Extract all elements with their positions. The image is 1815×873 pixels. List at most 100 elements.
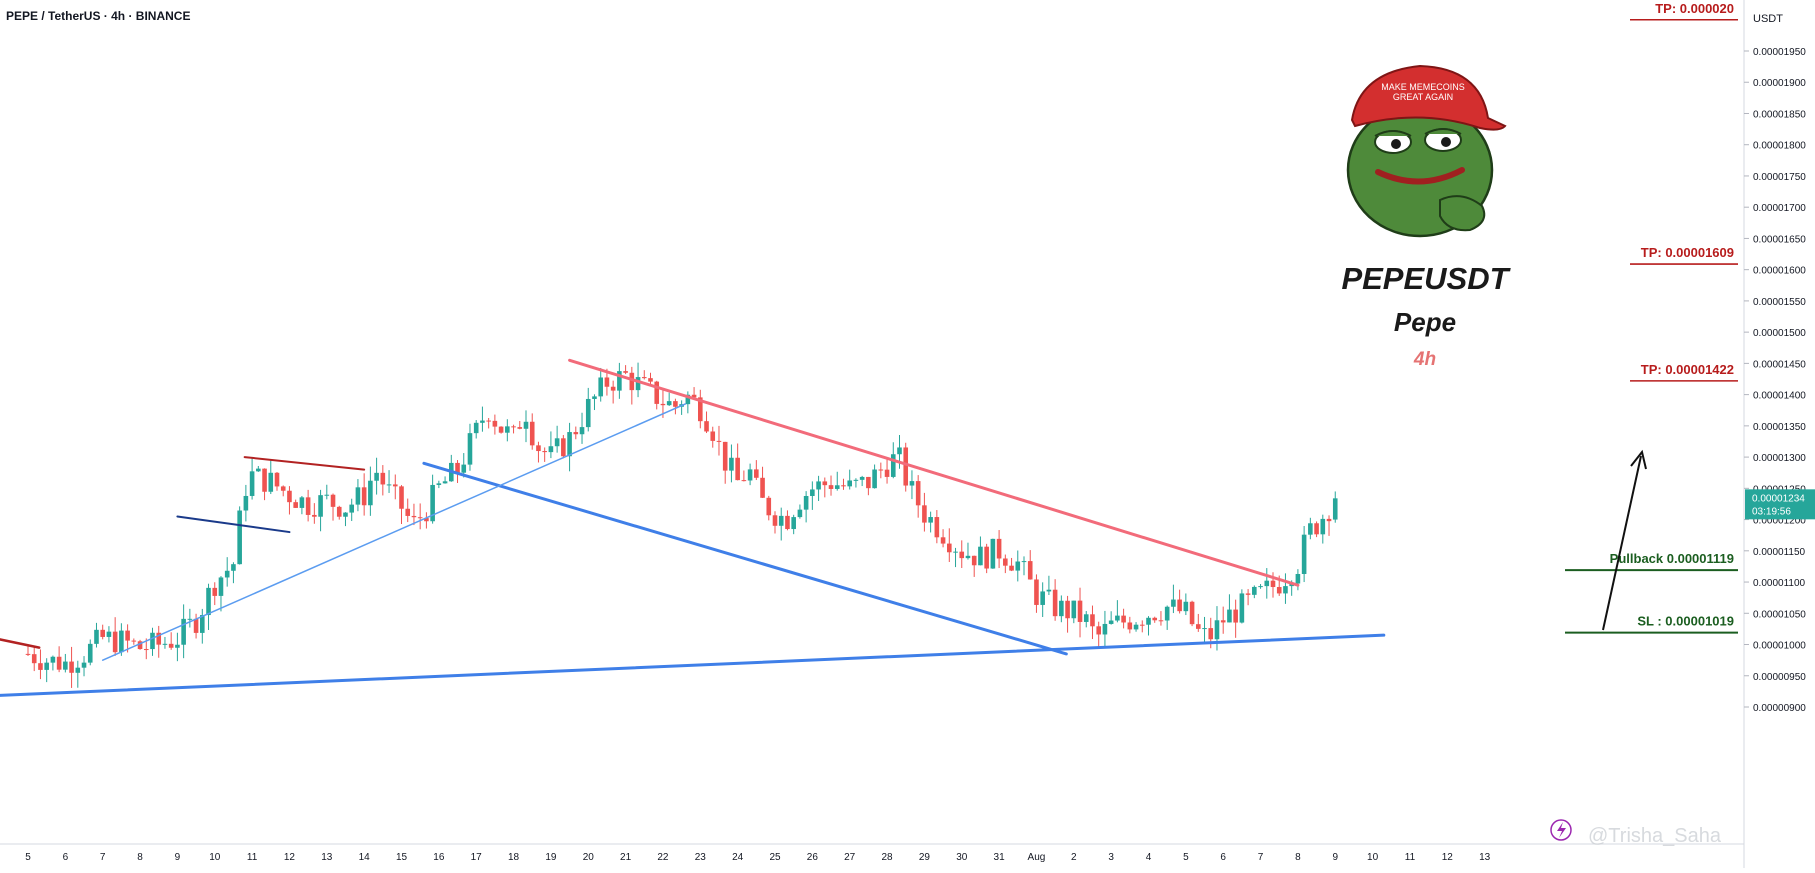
candle-body	[1295, 573, 1301, 584]
y-tick-label: 0.00001100	[1753, 578, 1806, 589]
candle-body	[162, 643, 168, 645]
candle-body	[772, 515, 778, 526]
candle-body	[1332, 498, 1338, 520]
candle-body	[1214, 620, 1220, 640]
candle-body	[1301, 534, 1307, 574]
candle-body	[143, 649, 149, 651]
y-tick-label: 0.00001550	[1753, 297, 1806, 308]
candle-body	[872, 469, 877, 489]
candle-body	[554, 438, 560, 447]
candle-body	[56, 656, 62, 670]
x-tick-label: 11	[1405, 852, 1416, 863]
candle-body	[1314, 523, 1319, 535]
candle-body	[411, 515, 417, 518]
x-tick-label: 17	[471, 852, 483, 863]
candle-body	[778, 515, 784, 526]
candle-body	[934, 517, 940, 538]
candle-body	[585, 398, 591, 428]
candle-body	[38, 663, 43, 670]
x-tick-label: 4	[1146, 852, 1152, 863]
level-label: TP: 0.000020	[1655, 1, 1734, 16]
candle-body	[119, 630, 124, 653]
candle-body	[903, 447, 909, 486]
price-axis[interactable]: USDT 0.00001950 0.00001900 0.00001850 0.000…	[1743, 0, 1815, 868]
candle-body	[1177, 599, 1182, 612]
candle-body	[1108, 620, 1114, 624]
x-tick-label: 6	[63, 852, 69, 863]
candle-body	[1320, 518, 1326, 535]
cap-text-line1: MAKE MEMECOINS	[1381, 82, 1465, 92]
lightning-icon[interactable]	[1550, 819, 1572, 841]
y-tick-label: 0.00001700	[1753, 203, 1806, 214]
candle-body	[1308, 523, 1313, 535]
candle-body	[312, 514, 317, 517]
y-tick-label: 0.00001350	[1753, 422, 1806, 433]
x-tick-label: 15	[396, 852, 408, 863]
candle-body	[1096, 626, 1101, 635]
y-tick-label: 0.00001900	[1753, 78, 1806, 89]
candle-body	[573, 432, 579, 435]
candle-body	[1146, 617, 1151, 625]
x-tick-label: 7	[100, 852, 106, 863]
y-tick-label: 0.00001750	[1753, 172, 1806, 183]
candle-body	[1158, 620, 1164, 622]
x-tick-label: 22	[657, 852, 669, 863]
candle-body	[256, 468, 261, 472]
x-tick-label: 8	[1295, 852, 1301, 863]
candle-body	[648, 378, 653, 382]
candle-body	[168, 643, 174, 648]
candle-body	[473, 422, 479, 434]
candle-body	[461, 464, 467, 473]
y-tick-label: 0.00001400	[1753, 391, 1806, 402]
candle-body	[822, 481, 828, 486]
candle-body	[654, 381, 660, 404]
candle-body	[224, 570, 230, 578]
candle-body	[610, 386, 616, 391]
candle-body	[1059, 600, 1064, 617]
candle-body	[1164, 606, 1170, 621]
candle-body	[25, 653, 31, 655]
candle-body	[1283, 586, 1288, 594]
y-tick-label: 0.00000950	[1753, 672, 1806, 683]
candle-body	[44, 662, 49, 670]
candle-body	[69, 661, 74, 673]
trendline-rising-light-blue	[101, 403, 687, 661]
x-tick-label: 13	[321, 852, 333, 863]
candle-body	[1208, 628, 1214, 640]
candle-body	[343, 512, 348, 517]
y-tick-label: 0.00001650	[1753, 234, 1806, 245]
candle-body	[729, 457, 734, 471]
x-tick-label: 14	[359, 852, 371, 863]
watermark-text: @Trisha_Saha	[1588, 825, 1722, 847]
candle-body	[200, 615, 205, 633]
candle-body	[536, 445, 541, 452]
y-tick-label: 0.00001850	[1753, 109, 1806, 120]
y-tick-label: 0.00001600	[1753, 266, 1806, 277]
candle-body	[517, 427, 523, 429]
candle-body	[1133, 624, 1139, 630]
trendline-descending-channel-bottom	[422, 461, 1068, 656]
candle-body	[492, 420, 498, 427]
candle-body	[1183, 601, 1189, 612]
candle-body	[1245, 593, 1251, 595]
candle-body	[760, 477, 765, 498]
candle-body	[666, 401, 672, 406]
candle-body	[915, 481, 921, 506]
axis-currency: USDT	[1753, 13, 1783, 25]
candle-body	[249, 471, 255, 496]
candle-body	[698, 397, 703, 422]
candle-body	[529, 421, 535, 446]
candle-body	[106, 631, 112, 637]
candle-body	[810, 489, 815, 496]
trendline-left-red-segment	[0, 638, 41, 649]
candle-body	[890, 454, 896, 477]
price-badge-countdown: 03:19:56	[1752, 506, 1791, 517]
candle-body	[424, 518, 429, 522]
price-levels: TP: 0.000020 TP: 0.00001609 TP: 0.00001422…	[1565, 1, 1738, 634]
candle-body	[305, 497, 311, 515]
time-axis[interactable]: 5 6 7 8 9 10 11 12 13 14 15 16 17 18 19 20 21 22 23 24 25 26 2…	[0, 843, 1744, 863]
candle-body	[990, 538, 996, 569]
